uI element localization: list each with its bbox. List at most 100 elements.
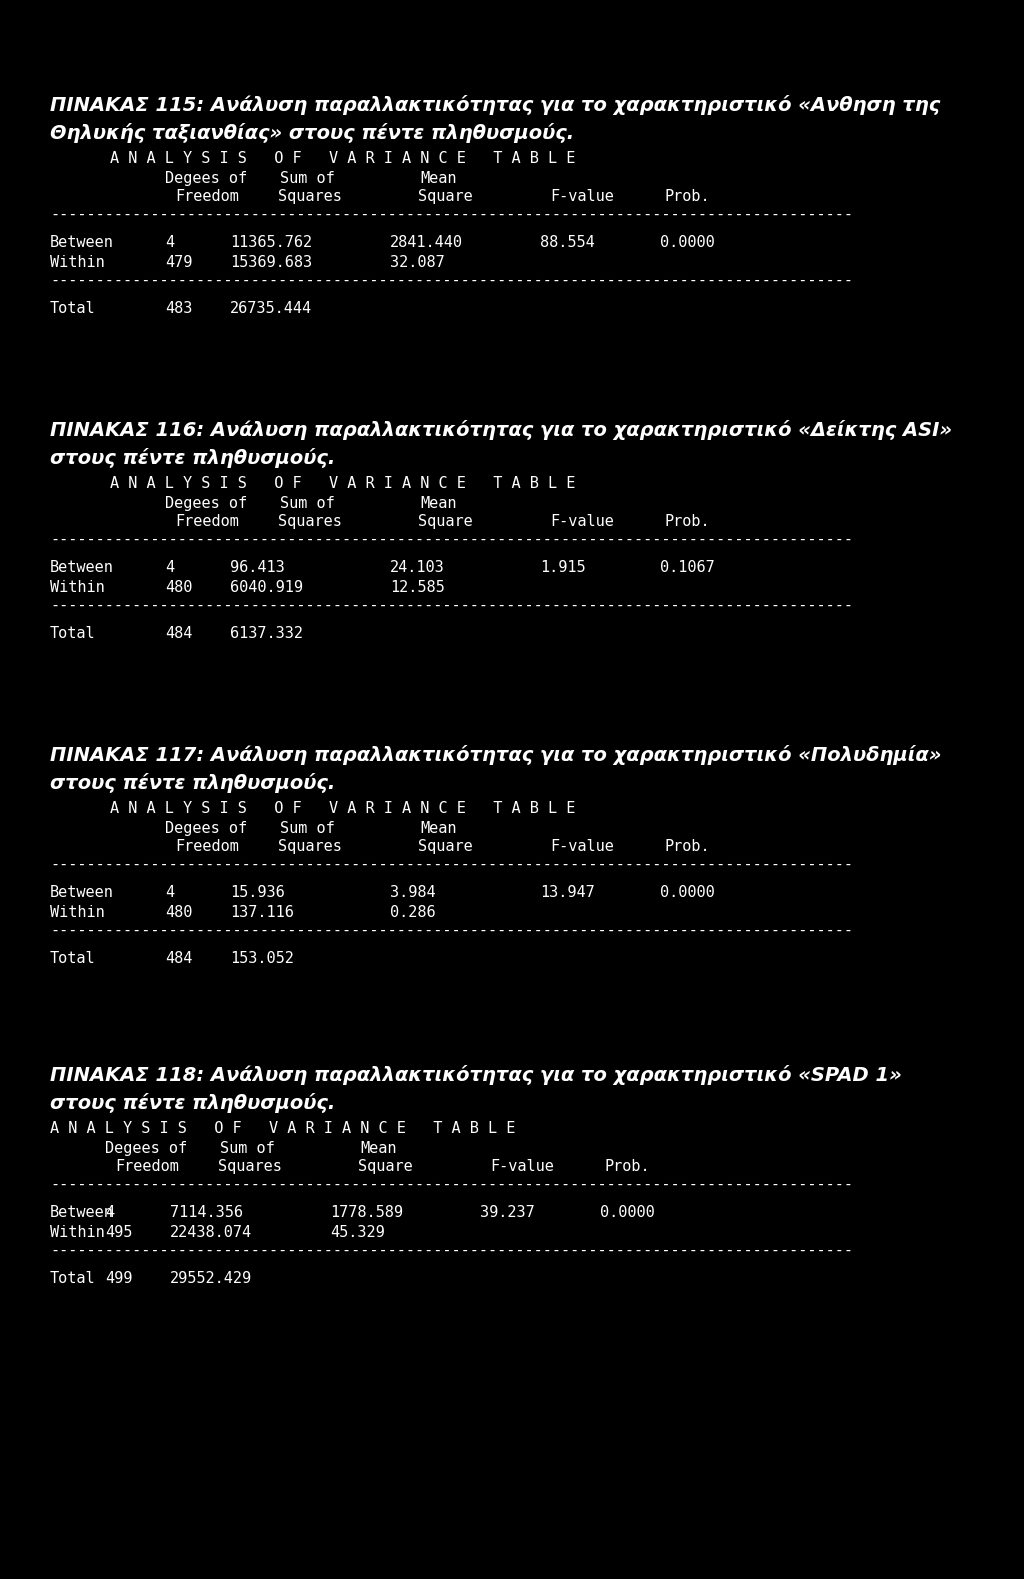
Text: 12.585: 12.585 (390, 579, 444, 595)
Text: Square: Square (358, 1159, 413, 1175)
Text: ΠΙΝΑΚΑΣ 118: Ανάλυση παραλλακτικότητας για το χαρακτηριστικό «SPAD 1»: ΠΙΝΑΚΑΣ 118: Ανάλυση παραλλακτικότητας γ… (50, 1064, 902, 1085)
Text: Mean: Mean (420, 496, 457, 512)
Text: Mean: Mean (360, 1142, 396, 1156)
Text: Within: Within (50, 1225, 104, 1240)
Text: Squares: Squares (218, 1159, 282, 1175)
Text: Mean: Mean (420, 171, 457, 186)
Text: 6040.919: 6040.919 (230, 579, 303, 595)
Text: στους πέντε πληθυσμούς.: στους πέντε πληθυσμούς. (50, 448, 335, 467)
Text: ΠΙΝΑΚΑΣ 115: Ανάλυση παραλλακτικότητας για το χαρακτηριστικό «Ανθηση της: ΠΙΝΑΚΑΣ 115: Ανάλυση παραλλακτικότητας γ… (50, 95, 940, 115)
Text: F-value: F-value (490, 1159, 554, 1175)
Text: 1.915: 1.915 (540, 561, 586, 575)
Text: A N A L Y S I S   O F   V A R I A N C E   T A B L E: A N A L Y S I S O F V A R I A N C E T A … (110, 801, 575, 816)
Text: Prob.: Prob. (665, 515, 711, 529)
Text: A N A L Y S I S   O F   V A R I A N C E   T A B L E: A N A L Y S I S O F V A R I A N C E T A … (110, 152, 575, 166)
Text: 137.116: 137.116 (230, 905, 294, 921)
Text: 88.554: 88.554 (540, 235, 595, 249)
Text: A N A L Y S I S   O F   V A R I A N C E   T A B L E: A N A L Y S I S O F V A R I A N C E T A … (50, 1121, 515, 1135)
Text: Freedom: Freedom (115, 1159, 179, 1175)
Text: F-value: F-value (550, 189, 613, 204)
Text: 1778.589: 1778.589 (330, 1205, 403, 1221)
Text: 0.0000: 0.0000 (660, 235, 715, 249)
Text: ΠΙΝΑΚΑΣ 116: Ανάλυση παραλλακτικότητας για το χαρακτηριστικό «Δείκτης ASI»: ΠΙΝΑΚΑΣ 116: Ανάλυση παραλλακτικότητας γ… (50, 420, 952, 441)
Text: F-value: F-value (550, 838, 613, 854)
Text: 0.286: 0.286 (390, 905, 435, 921)
Text: ΠΙΝΑΚΑΣ 117: Ανάλυση παραλλακτικότητας για το χαρακτηριστικό «Πολυδημία»: ΠΙΝΑΚΑΣ 117: Ανάλυση παραλλακτικότητας γ… (50, 745, 941, 764)
Text: Square: Square (418, 838, 473, 854)
Text: Within: Within (50, 254, 104, 270)
Text: --------------------------------------------------------------------------------: ----------------------------------------… (50, 207, 853, 223)
Text: 4: 4 (165, 884, 174, 900)
Text: 480: 480 (165, 579, 193, 595)
Text: A N A L Y S I S   O F   V A R I A N C E   T A B L E: A N A L Y S I S O F V A R I A N C E T A … (110, 475, 575, 491)
Text: 499: 499 (105, 1271, 132, 1285)
Text: Degees of: Degees of (165, 171, 247, 186)
Text: Freedom: Freedom (175, 838, 239, 854)
Text: 484: 484 (165, 951, 193, 966)
Text: 0.0000: 0.0000 (660, 884, 715, 900)
Text: Squares: Squares (278, 189, 342, 204)
Text: Total: Total (50, 951, 95, 966)
Text: 96.413: 96.413 (230, 561, 285, 575)
Text: 11365.762: 11365.762 (230, 235, 312, 249)
Text: 32.087: 32.087 (390, 254, 444, 270)
Text: Square: Square (418, 189, 473, 204)
Text: Prob.: Prob. (665, 838, 711, 854)
Text: Degees of: Degees of (105, 1142, 187, 1156)
Text: Total: Total (50, 625, 95, 641)
Text: 15.936: 15.936 (230, 884, 285, 900)
Text: Square: Square (418, 515, 473, 529)
Text: --------------------------------------------------------------------------------: ----------------------------------------… (50, 1243, 853, 1258)
Text: --------------------------------------------------------------------------------: ----------------------------------------… (50, 532, 853, 546)
Text: Mean: Mean (420, 821, 457, 835)
Text: F-value: F-value (550, 515, 613, 529)
Text: Degees of: Degees of (165, 496, 247, 512)
Text: Within: Within (50, 579, 104, 595)
Text: 26735.444: 26735.444 (230, 302, 312, 316)
Text: 153.052: 153.052 (230, 951, 294, 966)
Text: 29552.429: 29552.429 (170, 1271, 252, 1285)
Text: Between: Between (50, 561, 114, 575)
Text: Sum of: Sum of (280, 171, 335, 186)
Text: Freedom: Freedom (175, 189, 239, 204)
Text: 24.103: 24.103 (390, 561, 444, 575)
Text: Between: Between (50, 235, 114, 249)
Text: Prob.: Prob. (605, 1159, 650, 1175)
Text: στους πέντε πληθυσμούς.: στους πέντε πληθυσμούς. (50, 774, 335, 793)
Text: 495: 495 (105, 1225, 132, 1240)
Text: Total: Total (50, 1271, 95, 1285)
Text: Between: Between (50, 1205, 114, 1221)
Text: 479: 479 (165, 254, 193, 270)
Text: Between: Between (50, 884, 114, 900)
Text: 13.947: 13.947 (540, 884, 595, 900)
Text: --------------------------------------------------------------------------------: ----------------------------------------… (50, 598, 853, 613)
Text: Squares: Squares (278, 838, 342, 854)
Text: Sum of: Sum of (280, 821, 335, 835)
Text: --------------------------------------------------------------------------------: ----------------------------------------… (50, 857, 853, 872)
Text: --------------------------------------------------------------------------------: ----------------------------------------… (50, 1176, 853, 1192)
Text: στους πέντε πληθυσμούς.: στους πέντε πληθυσμούς. (50, 1093, 335, 1113)
Text: Freedom: Freedom (175, 515, 239, 529)
Text: 39.237: 39.237 (480, 1205, 535, 1221)
Text: 0.1067: 0.1067 (660, 561, 715, 575)
Text: 0.0000: 0.0000 (600, 1205, 654, 1221)
Text: 4: 4 (165, 235, 174, 249)
Text: 4: 4 (105, 1205, 114, 1221)
Text: 45.329: 45.329 (330, 1225, 385, 1240)
Text: 22438.074: 22438.074 (170, 1225, 252, 1240)
Text: 3.984: 3.984 (390, 884, 435, 900)
Text: Total: Total (50, 302, 95, 316)
Text: --------------------------------------------------------------------------------: ----------------------------------------… (50, 924, 853, 938)
Text: 484: 484 (165, 625, 193, 641)
Text: 2841.440: 2841.440 (390, 235, 463, 249)
Text: 6137.332: 6137.332 (230, 625, 303, 641)
Text: 7114.356: 7114.356 (170, 1205, 243, 1221)
Text: 483: 483 (165, 302, 193, 316)
Text: Prob.: Prob. (665, 189, 711, 204)
Text: --------------------------------------------------------------------------------: ----------------------------------------… (50, 273, 853, 287)
Text: Sum of: Sum of (220, 1142, 274, 1156)
Text: Within: Within (50, 905, 104, 921)
Text: Degees of: Degees of (165, 821, 247, 835)
Text: 15369.683: 15369.683 (230, 254, 312, 270)
Text: Θηλυκής ταξιανθίας» στους πέντε πληθυσμούς.: Θηλυκής ταξιανθίας» στους πέντε πληθυσμο… (50, 123, 574, 144)
